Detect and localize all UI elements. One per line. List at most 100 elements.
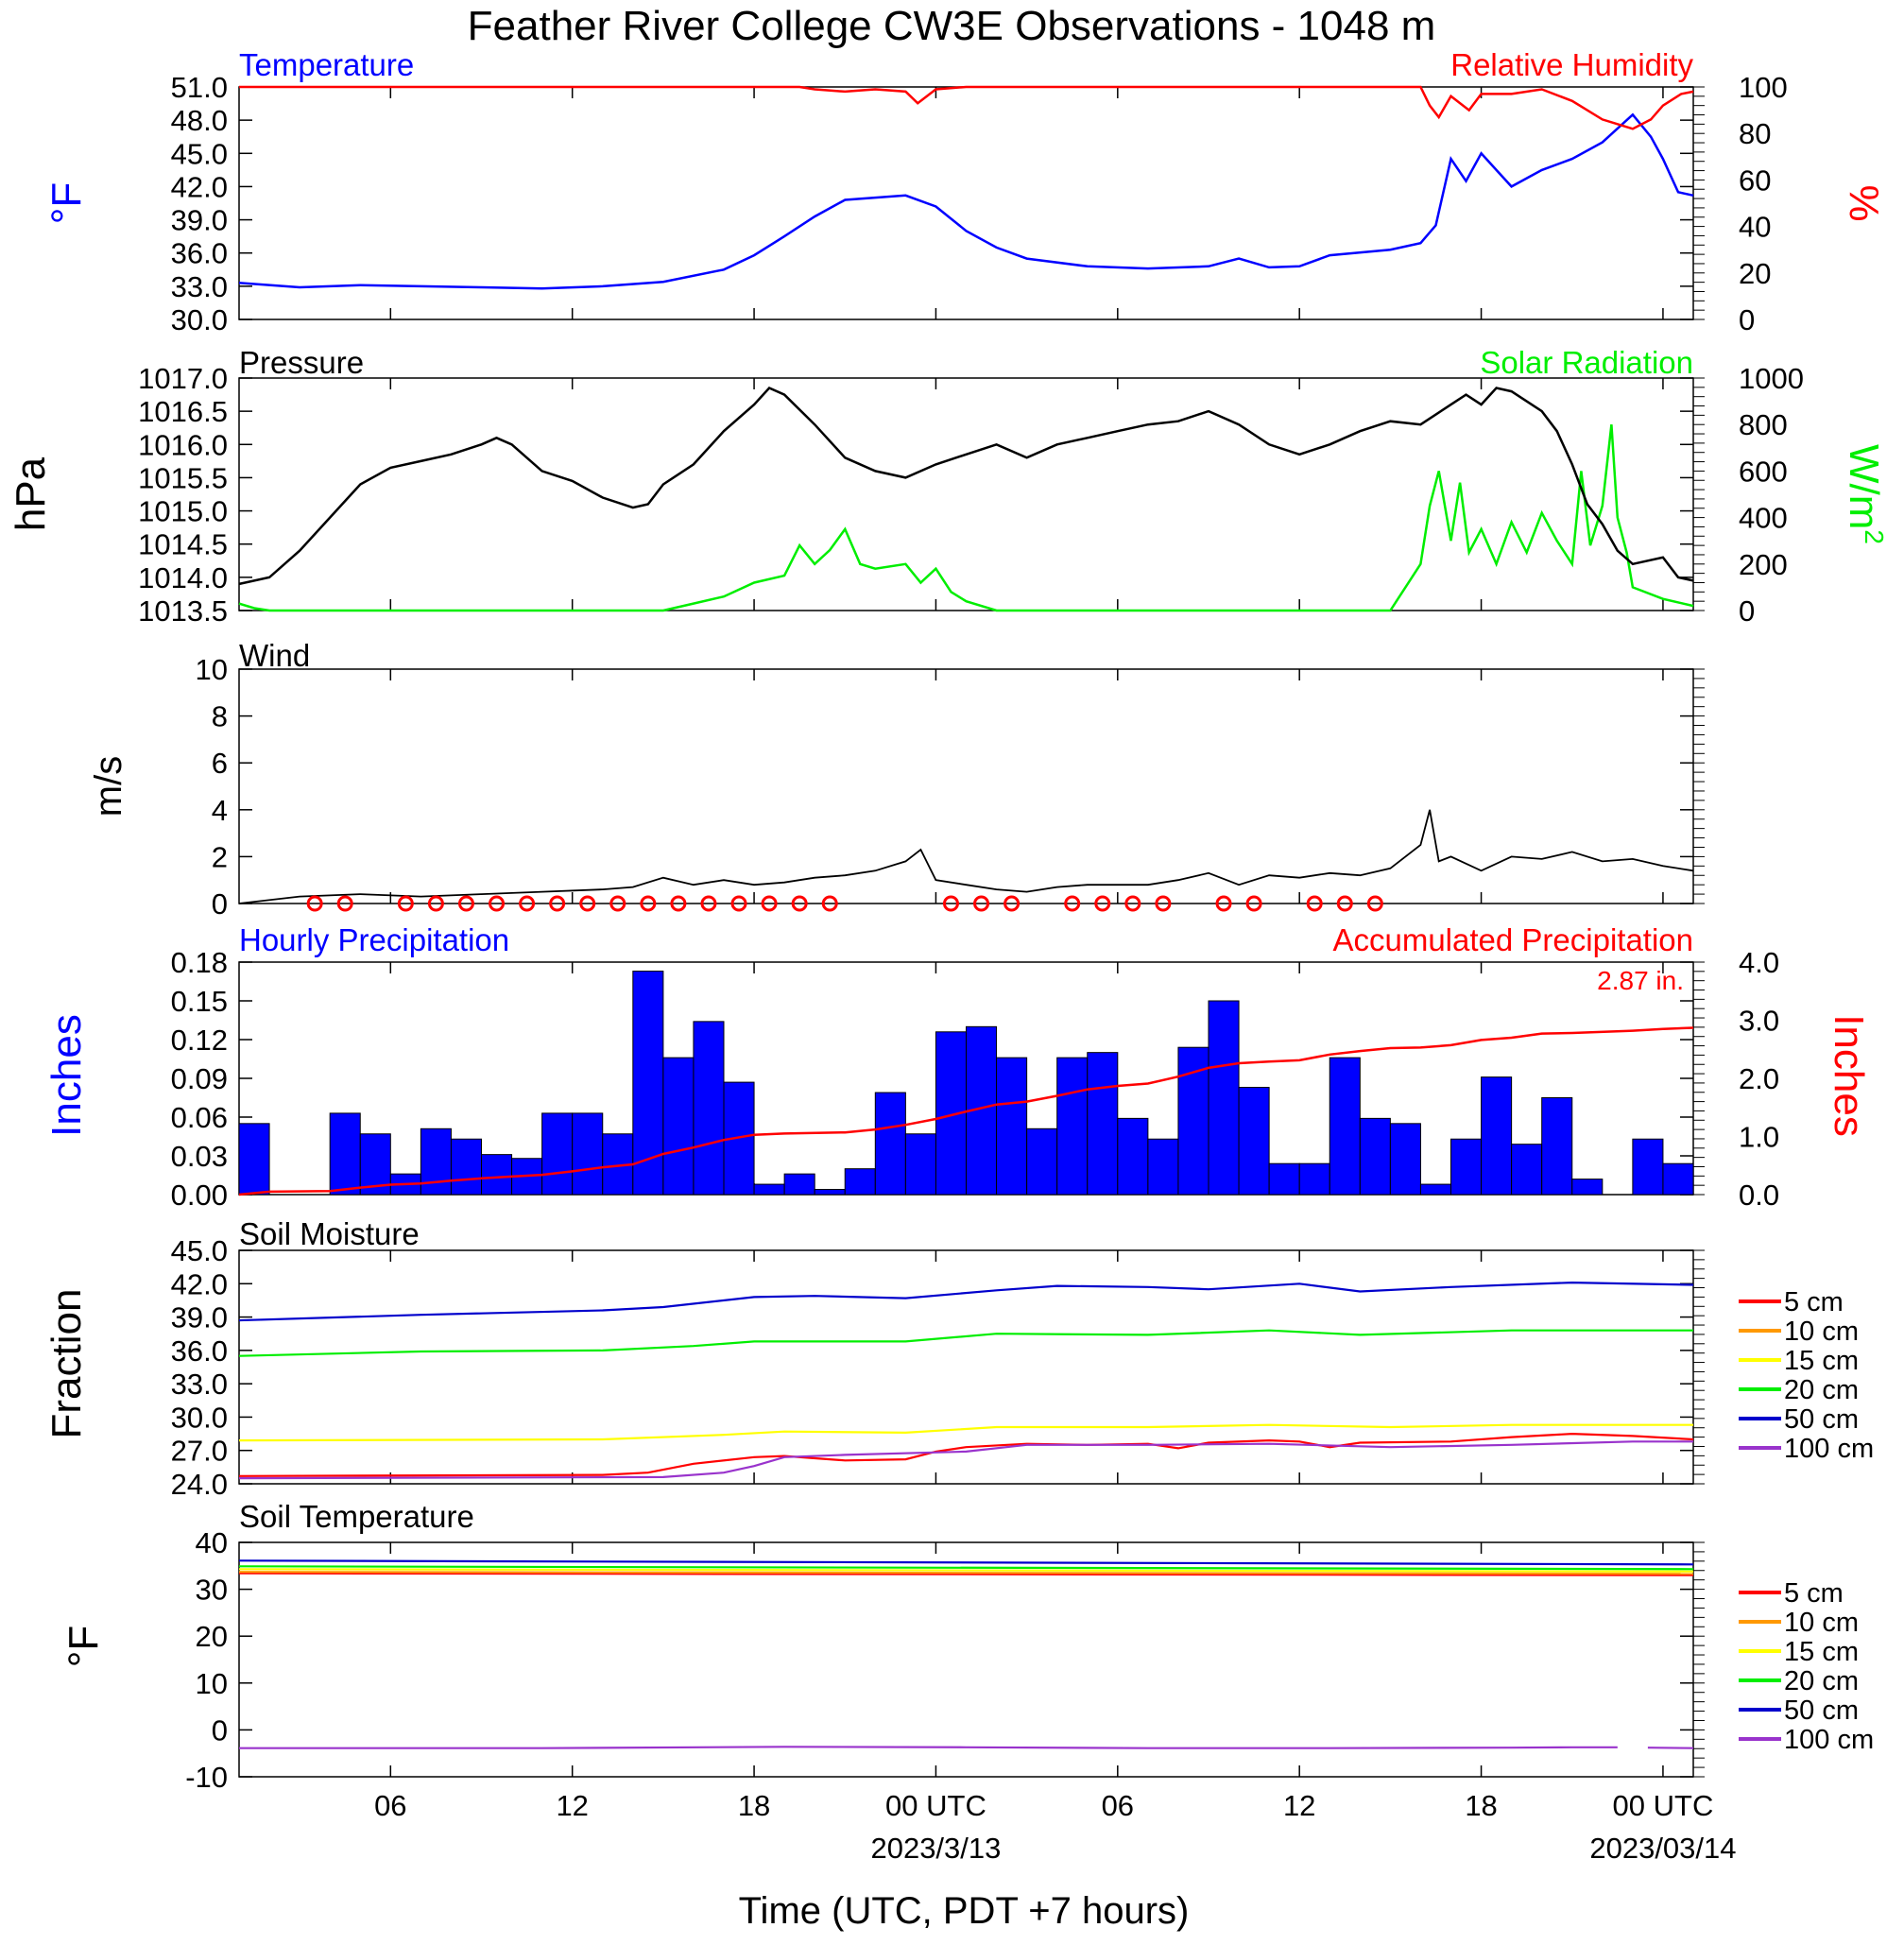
- soil-temperature-ytick-label: 30: [196, 1574, 228, 1607]
- precip-bar: [450, 1138, 482, 1196]
- soil-moisture-ytick-label: 36.0: [171, 1334, 228, 1368]
- soil-temperature-line: [238, 1571, 1694, 1575]
- temperature-ytick-label: 30.0: [171, 303, 228, 336]
- soil-moisture-line: [238, 1440, 1693, 1480]
- temperature-title: Temperature: [239, 47, 414, 82]
- precip-bar: [1329, 1057, 1361, 1196]
- precip-bar: [814, 1189, 846, 1196]
- accum-y2tick-label: 1.0: [1739, 1121, 1779, 1154]
- wind-calm-marker: [670, 895, 687, 912]
- wind-calm-marker: [1336, 895, 1353, 912]
- x-tick-label: 06: [374, 1789, 406, 1822]
- soil-temperature-legend-label: 15 cm: [1784, 1637, 1859, 1667]
- solar-y2tick-label: 800: [1739, 408, 1788, 441]
- accum-y2tick-label: 2.0: [1739, 1062, 1779, 1095]
- precip-title: Hourly Precipitation: [239, 922, 509, 957]
- precip-bar: [359, 1133, 391, 1196]
- soil-moisture-legend-label: 5 cm: [1784, 1287, 1844, 1317]
- accum-unit: Inches: [1826, 1014, 1872, 1137]
- wind-calm-marker: [791, 895, 808, 912]
- x-tick-label: 00 UTC: [1613, 1789, 1714, 1822]
- precip-bar: [1117, 1117, 1149, 1196]
- soil-temperature-line: [238, 1565, 1694, 1571]
- wind-speed-line: [238, 809, 1694, 904]
- temperature-ytick-label: 33.0: [171, 270, 228, 303]
- humidity-y2tick-label: 20: [1739, 257, 1771, 290]
- pressure-title: Pressure: [239, 345, 364, 380]
- wind-calm-marker: [1245, 895, 1262, 912]
- wind-calm-marker: [1003, 895, 1021, 912]
- wind-calm-marker: [336, 895, 353, 912]
- precip-bar: [238, 1123, 270, 1196]
- humidity-y2tick-label: 100: [1739, 71, 1788, 104]
- wind-calm-marker: [730, 895, 747, 912]
- temperature-ytick-label: 48.0: [171, 104, 228, 137]
- precip-bar: [1056, 1057, 1089, 1196]
- precip-bar: [783, 1173, 815, 1196]
- wind-calm-marker: [397, 895, 414, 912]
- solar-y2tick-label: 600: [1739, 455, 1788, 488]
- soil-moisture-ytick-label: 45.0: [171, 1234, 228, 1267]
- precip-bar: [1419, 1183, 1451, 1196]
- wind-frame: [238, 668, 1694, 904]
- soil-temperature-ytick-label: -10: [185, 1761, 228, 1794]
- solar-unit-sup: 2: [1860, 529, 1889, 544]
- precip-bar: [996, 1057, 1028, 1196]
- wind-calm-marker: [761, 895, 778, 912]
- humidity-unit: %: [1841, 184, 1887, 221]
- panel-pressure: Pressure Solar Radiation hPa W/m2: [8, 345, 1889, 544]
- x-tick-label: 18: [738, 1789, 770, 1822]
- solar-y2tick-label: 400: [1739, 502, 1788, 535]
- soil-temperature-line: [238, 1559, 1694, 1566]
- precip-bar: [1541, 1097, 1573, 1196]
- x-axis-label: Time (UTC, PDT +7 hours): [739, 1890, 1190, 1932]
- solar-line: [238, 424, 1694, 612]
- pressure-ytick-label: 1014.5: [138, 528, 228, 561]
- precip-bar: [1662, 1162, 1694, 1196]
- precip-bar: [1481, 1076, 1513, 1196]
- precip-ytick-label: 0.06: [171, 1101, 228, 1134]
- pressure-line: [238, 386, 1694, 586]
- precip-ytick-label: 0.09: [171, 1062, 228, 1095]
- precip-bar: [1087, 1052, 1119, 1196]
- wind-calm-marker: [457, 895, 474, 912]
- soil-moisture-ytick-label: 27.0: [171, 1435, 228, 1468]
- precip-ytick-label: 0.03: [171, 1140, 228, 1173]
- precip-bar: [753, 1183, 785, 1196]
- wind-calm-marker: [427, 895, 444, 912]
- pressure-unit: hPa: [8, 456, 54, 531]
- precip-bar: [1208, 1000, 1240, 1196]
- panel-temperature: Temperature Relative Humidity °F %: [43, 47, 1887, 224]
- precip-ytick-label: 0.15: [171, 985, 228, 1018]
- wind-calm-marker: [1366, 895, 1383, 912]
- chart-marks: 51.048.045.042.039.036.033.030.010080604…: [138, 71, 1874, 1865]
- wind-calm-marker: [549, 895, 566, 912]
- humidity-y2tick-label: 0: [1739, 303, 1755, 336]
- x-date-label: 2023/3/13: [870, 1832, 1001, 1865]
- pressure-ytick-label: 1017.0: [138, 362, 228, 395]
- precip-bar: [420, 1127, 452, 1196]
- temperature-ytick-label: 45.0: [171, 137, 228, 170]
- soil-temperature-line: [238, 1572, 1694, 1576]
- wind-ytick-label: 8: [212, 700, 228, 733]
- solar-unit: W/m2: [1841, 444, 1889, 544]
- pressure-ytick-label: 1013.5: [138, 594, 228, 628]
- panel-soil-temperature: Soil Temperature °F: [60, 1499, 474, 1667]
- soil-temperature-legend-label: 100 cm: [1784, 1725, 1874, 1755]
- pressure-frame: [238, 377, 1694, 611]
- x-tick-label: 18: [1465, 1789, 1497, 1822]
- soil-temperature-legend-label: 5 cm: [1784, 1578, 1844, 1609]
- panel-wind: Wind m/s: [88, 638, 310, 817]
- wind-calm-marker: [973, 895, 990, 912]
- soil-temperature-unit: °F: [60, 1626, 107, 1667]
- accum-total-label: 2.87 in.: [1597, 966, 1684, 995]
- solar-y2tick-label: 1000: [1739, 362, 1804, 395]
- precip-bar: [1268, 1162, 1300, 1196]
- wind-ytick-label: 6: [212, 747, 228, 780]
- soil-moisture-legend-label: 10 cm: [1784, 1317, 1859, 1347]
- pressure-ytick-label: 1014.0: [138, 561, 228, 594]
- soil-moisture-line: [238, 1329, 1693, 1357]
- precip-bar: [1026, 1127, 1058, 1196]
